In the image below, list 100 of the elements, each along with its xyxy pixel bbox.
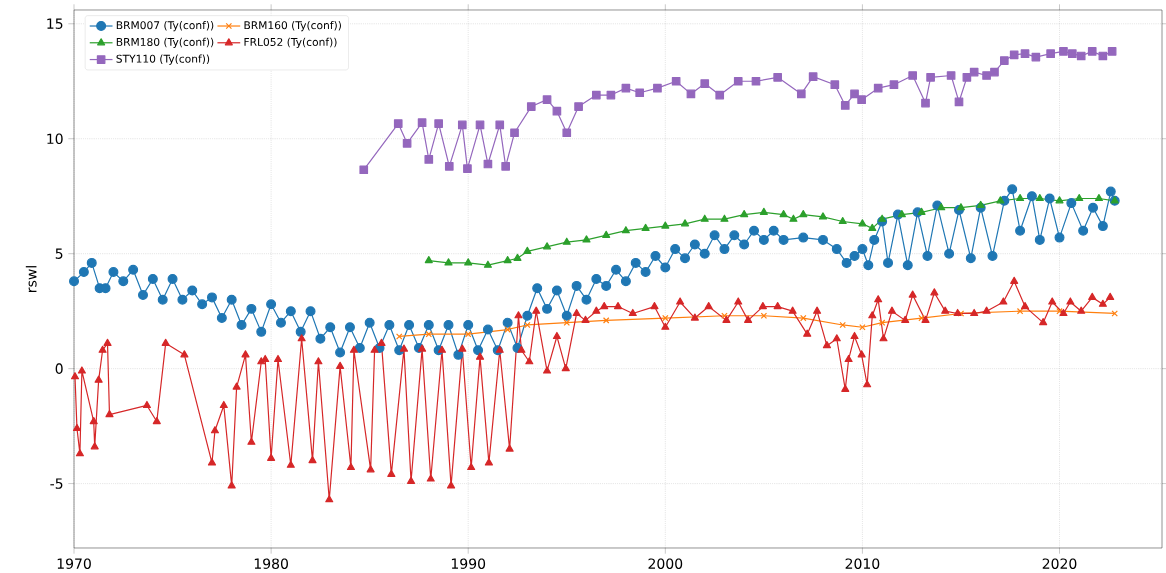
point	[513, 253, 522, 261]
point	[444, 258, 453, 266]
point	[671, 76, 681, 86]
point	[946, 71, 956, 80]
point	[1009, 50, 1019, 60]
point	[1076, 51, 1086, 61]
point	[859, 324, 866, 331]
point	[457, 120, 467, 130]
point	[542, 95, 552, 104]
point	[796, 89, 806, 99]
point	[653, 83, 662, 93]
point	[523, 246, 532, 254]
point	[878, 319, 886, 326]
point	[1046, 49, 1055, 58]
x-tick-label: 1980	[254, 558, 288, 569]
point	[680, 219, 690, 227]
point	[799, 210, 808, 218]
point	[962, 73, 972, 82]
point	[464, 258, 473, 266]
point	[700, 214, 709, 222]
point	[976, 200, 985, 209]
point	[592, 90, 601, 100]
point	[740, 210, 749, 218]
point	[1020, 49, 1030, 58]
x-tick-label: 2000	[648, 558, 683, 569]
point	[641, 223, 650, 231]
point	[635, 88, 645, 98]
point	[839, 321, 846, 329]
point	[417, 118, 427, 127]
point	[840, 101, 850, 110]
point	[857, 95, 866, 104]
point	[542, 242, 552, 250]
legend-label: STY110 (Ty(conf))	[116, 54, 210, 65]
point	[878, 214, 887, 222]
point	[526, 102, 536, 111]
point	[759, 207, 768, 215]
point	[996, 196, 1005, 204]
point	[982, 71, 991, 80]
point	[1107, 47, 1117, 56]
point	[621, 226, 630, 234]
point	[751, 76, 761, 86]
x-tick-label: 2020	[1042, 558, 1077, 569]
point	[524, 321, 531, 329]
point	[1087, 47, 1097, 56]
y-tick-label: 5	[55, 248, 63, 259]
point	[424, 155, 434, 164]
x-tick-label: 1970	[57, 558, 91, 569]
point	[1016, 193, 1025, 202]
point	[873, 83, 883, 93]
point	[1094, 193, 1103, 202]
point	[395, 333, 403, 340]
point	[562, 237, 571, 245]
point	[808, 72, 818, 81]
point	[838, 216, 847, 225]
point	[789, 214, 798, 222]
point	[582, 235, 591, 243]
point	[1055, 196, 1064, 204]
point	[463, 164, 472, 173]
point	[1098, 51, 1108, 61]
point	[602, 317, 610, 324]
point	[800, 314, 807, 322]
legend-label: BRM160 (Ty(conf))	[244, 20, 341, 32]
point	[1031, 52, 1041, 62]
point	[501, 161, 510, 171]
point	[1059, 47, 1068, 56]
point	[937, 203, 946, 211]
point	[818, 212, 828, 220]
point	[662, 314, 669, 322]
point	[773, 73, 782, 82]
x-tick-label: 1990	[451, 558, 486, 569]
point	[720, 214, 729, 222]
y-tick-label: 15	[47, 18, 63, 29]
point	[424, 255, 433, 264]
point	[574, 102, 583, 111]
point	[715, 90, 725, 100]
point	[1067, 49, 1077, 58]
point	[897, 210, 906, 218]
point	[495, 120, 505, 130]
point	[830, 80, 840, 90]
point	[700, 79, 710, 88]
point	[510, 128, 519, 138]
y-tick-label: 0	[55, 363, 63, 374]
point	[889, 80, 899, 90]
y-tick-label: -5	[50, 478, 63, 489]
point	[552, 106, 562, 116]
point	[393, 119, 403, 128]
point	[402, 139, 412, 148]
point	[1111, 310, 1118, 317]
point	[434, 119, 443, 128]
point	[602, 230, 611, 238]
y-tick-label: 10	[47, 133, 63, 145]
point	[858, 219, 867, 227]
point	[779, 210, 788, 218]
point	[359, 165, 369, 175]
point	[999, 56, 1009, 65]
point	[661, 221, 670, 229]
point	[563, 319, 570, 326]
point	[990, 67, 999, 77]
legend-label: BRM007 (Ty(conf))	[116, 20, 214, 32]
point	[969, 67, 979, 77]
